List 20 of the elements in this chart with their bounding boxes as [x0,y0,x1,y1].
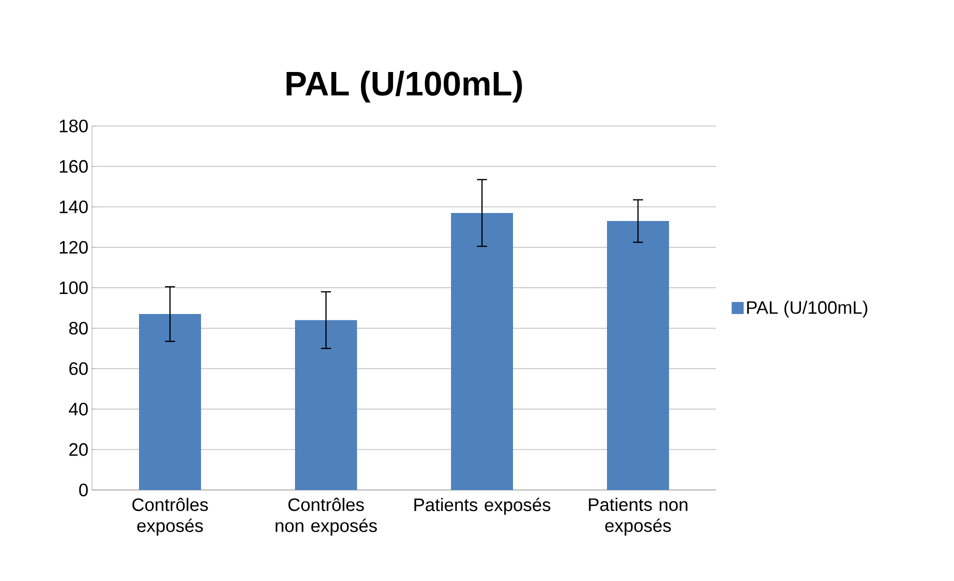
x-tick-label: Contrôles non exposés [276,498,377,536]
y-tick-label: 0 [79,484,88,496]
y-tick-label: 40 [68,402,88,416]
bar [451,212,514,490]
y-tick-label: 100 [60,281,88,294]
bar [139,314,202,490]
bar [295,320,358,490]
y-tick-label: 60 [69,362,88,376]
x-tick-label: Patients non exposés [588,498,688,536]
y-tick-label: 180 [60,120,88,132]
chart-title: PAL (U/100mL) [286,70,522,102]
y-tick-label: 160 [60,160,88,173]
y-tick-label: 80 [69,322,88,335]
y-tick-label: 120 [60,240,88,254]
x-tick-label: Contrôles exposés [132,498,208,536]
legend-label: PAL (U/100mL) [747,300,868,318]
y-tick-label: 140 [60,200,88,214]
bar [607,221,669,490]
x-tick-label: Patients exposés [414,498,550,515]
y-tick-label: 20 [69,443,88,456]
